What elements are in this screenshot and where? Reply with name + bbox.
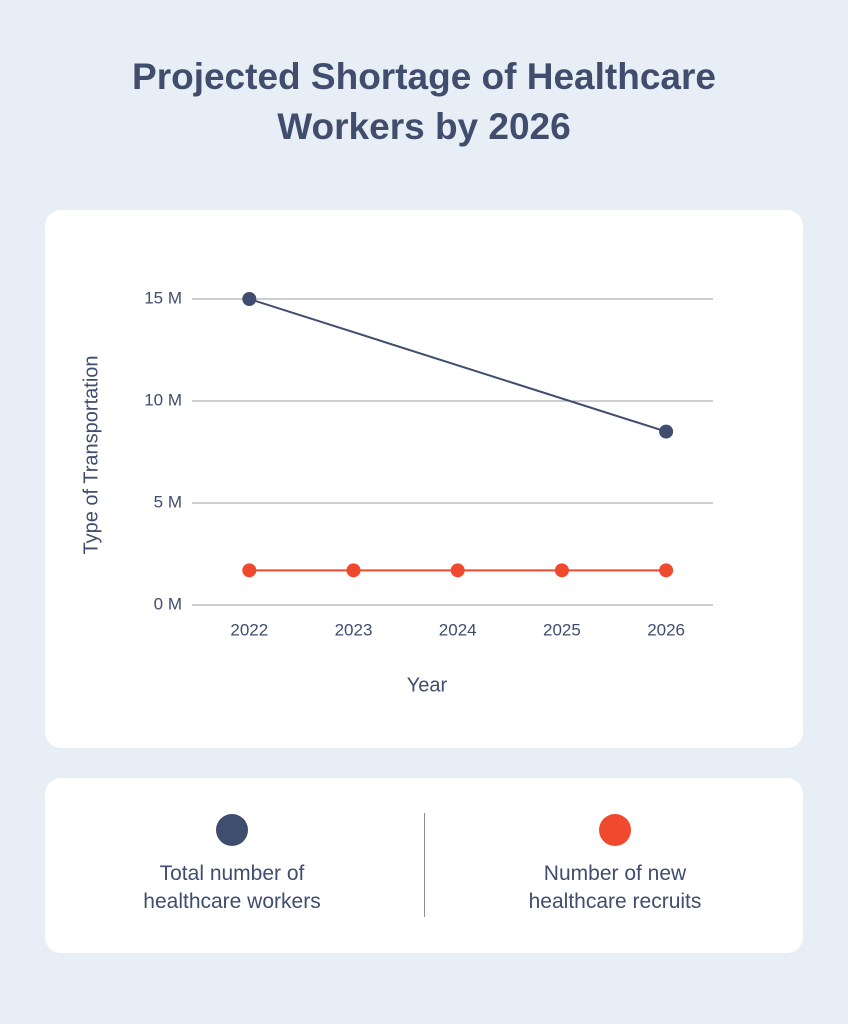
data-point (659, 563, 674, 578)
x-tick-label: 2026 (647, 620, 685, 639)
legend-label: Total number of healthcare workers (143, 862, 321, 913)
chart-card (45, 210, 803, 748)
data-point (554, 563, 569, 578)
data-point (450, 563, 465, 578)
y-tick-label: 0 M (154, 594, 182, 613)
x-axis-label: Year (407, 674, 448, 696)
chart-title: Projected Shortage of Healthcare Workers… (132, 56, 716, 147)
legend-item: Number of new healthcare recruits (465, 814, 765, 916)
legend-card: Total number of healthcare workers Number… (45, 778, 803, 953)
series-line (249, 298, 667, 433)
legend-swatch (599, 814, 631, 846)
y-tick-label: 5 M (154, 492, 182, 511)
legend-label: Number of new healthcare recruits (528, 862, 702, 913)
y-tick-label: 15 M (144, 288, 182, 307)
x-tick-label: 2023 (335, 620, 373, 639)
data-point (659, 424, 674, 439)
x-tick-label: 2025 (543, 620, 581, 639)
y-axis-label: Type of Transportation (80, 355, 102, 554)
legend-item: Total number of healthcare workers (82, 814, 382, 916)
data-point (242, 563, 257, 578)
data-point (242, 292, 257, 306)
y-tick-label: 10 M (144, 390, 182, 409)
legend-divider (424, 813, 425, 917)
x-tick-label: 2024 (439, 620, 477, 639)
data-point (346, 563, 361, 578)
legend-swatch (216, 814, 248, 846)
x-tick-label: 2022 (230, 620, 268, 639)
